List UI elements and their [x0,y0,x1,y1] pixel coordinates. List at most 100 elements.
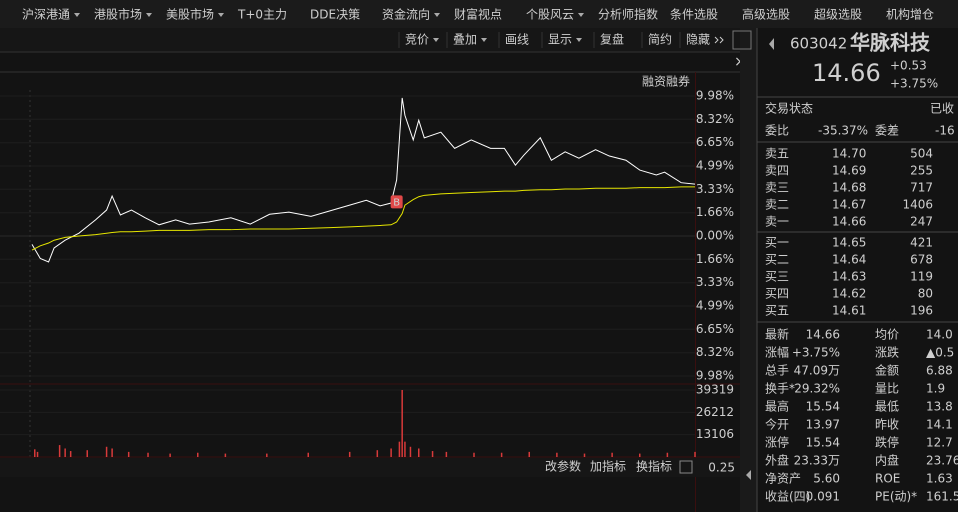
stock-code: 603042 [790,35,847,53]
dropdown-arrow [74,13,80,17]
indicator-close[interactable] [679,460,693,474]
book-volume: 504 [910,147,933,161]
toolbar-button[interactable]: 显示 [548,33,572,47]
stat-value: 161.5 [926,490,958,504]
book-price: 14.66 [832,215,866,229]
volume-bar [86,450,88,457]
menu-item[interactable]: 港股市场 [94,7,142,22]
dropdown-arrow [578,13,584,17]
volume-bar [127,451,130,457]
volume-tick-label: 26212 [696,405,734,419]
y-tick-label: 8.32% [696,345,734,359]
toolbar-button[interactable]: 隐藏 [686,33,710,47]
book-price: 14.64 [832,253,866,267]
volume-bar [147,452,149,457]
menu-item[interactable]: 超级选股 [814,7,862,22]
book-label: 卖一 [765,215,789,229]
stat-value: 14.66 [806,328,840,342]
y-tick-label: 3.33% [696,275,734,289]
volume-bar [307,452,309,457]
indicator-button[interactable]: 加指标 [590,459,626,474]
label: 委差 [875,124,899,138]
menu-item[interactable]: 高级选股 [742,7,790,22]
stat-value: ▲0.5 [926,346,954,360]
toolbar-button[interactable]: 竞价 [405,33,429,47]
volume-bar [266,453,268,457]
volume-bar [348,451,351,457]
price-change: +0.53 [890,59,927,73]
toolbar-button[interactable]: 简约 [648,32,672,47]
stat-label: 涨幅 [765,345,789,360]
axis-divider [695,72,696,512]
indicator-bar [0,458,740,477]
last-price: 14.66 [812,59,881,87]
toolbar-button[interactable]: 叠加 [453,33,477,47]
stat-value: 15.54 [806,400,840,414]
stat-label: 涨停 [765,435,789,450]
book-volume: 196 [910,304,933,318]
splitter[interactable] [740,28,757,512]
label: 交易状态 [765,101,813,116]
book-price: 14.69 [832,164,866,178]
y-tick-label: 8.32% [696,112,734,126]
label: 委比 [765,124,789,138]
stat-value: 14.0 [926,328,953,342]
order-ratio: -35.37% [818,124,868,138]
book-label: 买二 [765,253,789,267]
volume-bar [376,450,379,457]
book-volume: 247 [910,215,933,229]
dropdown-arrow [576,38,582,42]
volume-bar [639,453,641,457]
volume-bar [36,451,39,457]
dropdown-arrow [434,13,440,17]
stat-value: 13.8 [926,400,953,414]
stat-label: 金额 [875,363,899,378]
stat-label: 昨收 [875,418,899,432]
stat-label: ROE [875,472,900,486]
book-label: 卖五 [765,147,789,161]
book-volume: 717 [910,181,933,195]
book-price: 14.62 [832,287,866,301]
book-price: 14.61 [832,304,866,318]
stat-label: 均价 [875,328,899,342]
volume-bar [58,445,61,457]
stat-label: 换手* [765,382,795,396]
indicator-button[interactable]: 改参数 [545,459,581,474]
toolbar-button[interactable]: 复盘 [600,32,624,47]
stat-value: 1.9 [926,382,945,396]
menu-item[interactable]: DDE决策 [310,8,360,22]
y-tick-label: 4.99% [696,299,734,313]
menu-item[interactable]: 分析师指数 [598,7,658,22]
book-price: 14.67 [832,198,866,212]
splitter-arrow [746,470,751,480]
book-price: 14.63 [832,270,866,284]
volume-bar [500,452,503,457]
menu-item[interactable]: 个股风云 [526,8,574,22]
toolbar-button[interactable]: 画线 [505,33,529,47]
stat-label: 量比 [875,382,899,396]
volume-tick-label: 13106 [696,427,734,441]
menu-item[interactable]: 条件选股 [670,8,718,22]
volume-bar [224,453,227,457]
volume-bar [34,449,36,457]
menu-item[interactable]: 资金流向 [382,7,430,22]
menu-item[interactable]: 财富视点 [454,7,502,22]
book-price: 14.68 [832,181,866,195]
book-label: 买一 [765,236,789,250]
menu-item[interactable]: 沪深港通 [22,8,70,22]
y-tick-label: 4.99% [696,159,734,173]
chart-label: 融资融券 [642,74,690,89]
menu-item[interactable]: 机构增仓 [886,7,934,22]
volume-bar [64,448,66,457]
dropdown-arrow [433,38,439,42]
fullscreen-button[interactable] [732,30,752,50]
menu-item[interactable]: T+0主力 [237,8,287,22]
volume-bar [583,453,586,457]
stat-value: 13.97 [806,418,840,432]
collapse-arrow[interactable] [769,38,774,50]
book-volume: 119 [910,270,933,284]
menu-item[interactable]: 美股市场 [166,7,214,22]
volume-bar [390,448,392,457]
indicator-button[interactable]: 换指标 [636,459,672,474]
